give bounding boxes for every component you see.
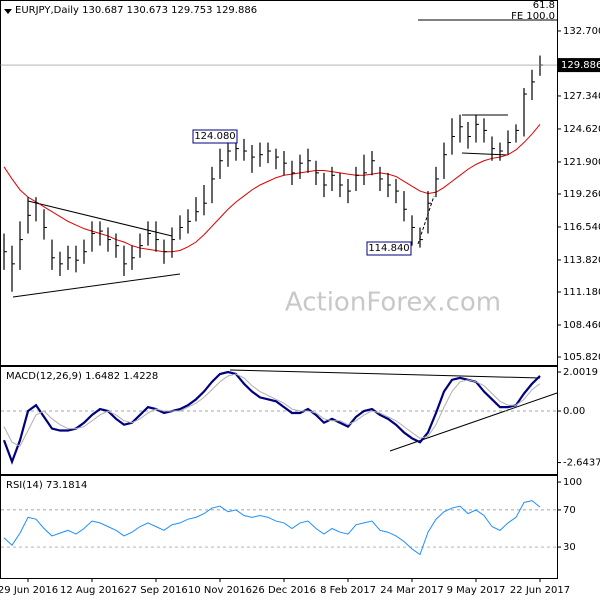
line (3, 373, 541, 447)
y-tick-label: 111.180 (563, 287, 600, 298)
annotation: 124.080 (194, 131, 235, 142)
y-tick-label: 121.900 (563, 157, 600, 168)
y-tick-label: 2.0019 (563, 367, 598, 378)
y-tick-label: 132.700 (563, 26, 600, 37)
y-tick-label: 127.340 (563, 91, 600, 102)
line (3, 124, 541, 253)
price-panel (0, 0, 558, 366)
trend-line (12, 273, 181, 298)
y-tick-label: 105.820 (563, 352, 600, 363)
last-price-box (558, 58, 600, 73)
x-tick-label: 8 Feb 2017 (320, 585, 376, 596)
y-tick-label: 30 (563, 542, 576, 553)
x-tick-label: 26 Dec 2016 (252, 585, 316, 596)
macd-title: MACD(12,26,9) 1.6482 1.4228 (6, 371, 158, 382)
x-tick-label: 9 May 2017 (447, 585, 506, 596)
watermark: ActionForex.com (285, 288, 501, 318)
trend-lines (12, 19, 558, 452)
annotation-box (366, 241, 412, 256)
line (3, 500, 541, 556)
fib-label: FE 100.0 (511, 11, 555, 22)
y-tick-label: 119.260 (563, 189, 600, 200)
annotation-box (192, 129, 238, 144)
y-tick-label: 0.00 (563, 406, 585, 417)
line (2, 370, 541, 465)
rsi-panel (0, 475, 558, 579)
x-tick-label: 27 Sep 2016 (124, 585, 187, 596)
y-tick-label: 116.540 (563, 222, 600, 233)
trend-line (389, 392, 558, 452)
annotation: 114.840 (368, 243, 409, 254)
y-tick-label: 108.460 (563, 320, 600, 331)
trend-line (229, 369, 541, 379)
y-tick-label: 124.620 (563, 124, 600, 135)
macd-panel (0, 366, 558, 475)
fib-label: 61.8 (533, 0, 555, 11)
x-tick-label: 29 Jun 2016 (0, 585, 58, 596)
trend-line (417, 195, 435, 245)
x-tick-label: 12 Aug 2016 (60, 585, 124, 596)
y-tick-label: 100 (563, 477, 582, 488)
x-tick-label: 24 Mar 2017 (380, 585, 443, 596)
chart-title: EURJPY,Daily 130.687 130.673 129.753 129… (15, 5, 257, 16)
y-tick-label: 70 (563, 505, 576, 516)
y-tick-label: -2.6437 (563, 458, 600, 469)
x-tick-label: 22 Jun 2017 (510, 585, 570, 596)
last-price-label: 129.886 (561, 60, 600, 71)
rsi-title: RSI(14) 73.1814 (6, 480, 87, 491)
title-marker (4, 9, 12, 14)
x-tick-label: 10 Nov 2016 (188, 585, 252, 596)
y-tick-label: 113.820 (563, 255, 600, 266)
trend-line (461, 152, 509, 156)
